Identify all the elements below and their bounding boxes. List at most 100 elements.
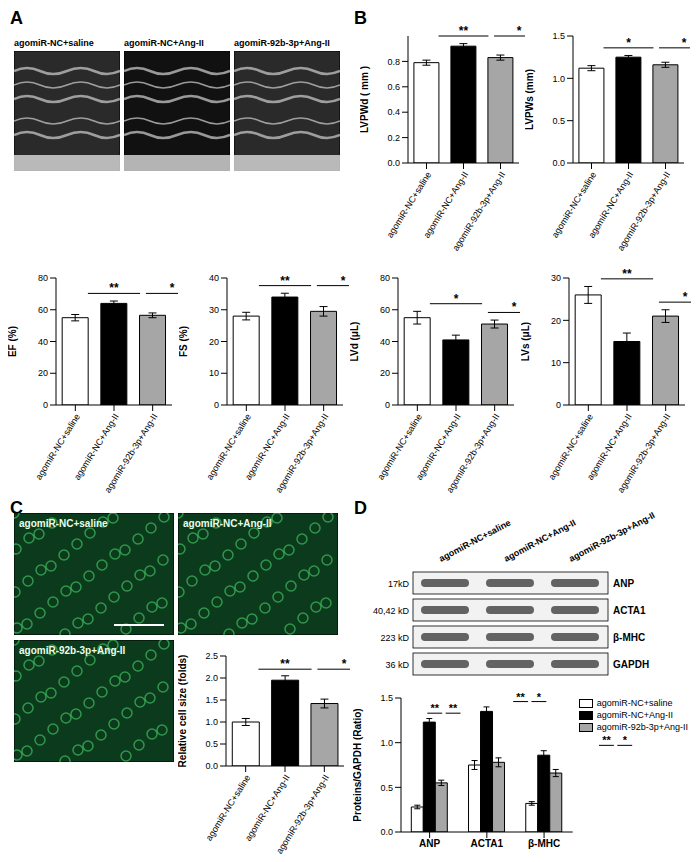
svg-text:80: 80 [38, 273, 48, 283]
svg-text:LVd (μL): LVd (μL) [350, 322, 360, 362]
svg-text:agomiR-NC+saline: agomiR-NC+saline [33, 411, 83, 482]
svg-text:2.5: 2.5 [205, 651, 218, 661]
svg-text:FS (%): FS (%) [179, 326, 189, 357]
svg-text:agomiR-92b-3p+Ang-II: agomiR-92b-3p+Ang-II [450, 170, 507, 251]
svg-text:agomiR-NC+Ang-II: agomiR-NC+Ang-II [71, 411, 121, 482]
svg-text:*: * [170, 281, 175, 295]
svg-text:20: 20 [209, 337, 219, 347]
svg-text:0.5: 0.5 [380, 783, 393, 793]
svg-text:Relative cell size (folds): Relative cell size (folds) [178, 655, 188, 768]
svg-text:β-MHC: β-MHC [613, 632, 645, 643]
svg-text:0.8: 0.8 [387, 57, 400, 67]
svg-text:2.0: 2.0 [205, 673, 218, 683]
svg-text:agomiR-NC+Ang-II: agomiR-NC+Ang-II [421, 169, 471, 240]
svg-text:agomiR-NC+saline: agomiR-NC+saline [375, 411, 425, 482]
svg-text:60: 60 [380, 305, 390, 315]
svg-text:20: 20 [551, 316, 561, 326]
svg-text:*: * [683, 290, 688, 304]
svg-text:0: 0 [43, 400, 48, 410]
svg-text:0.0: 0.0 [387, 158, 400, 168]
svg-text:0.5: 0.5 [205, 739, 218, 749]
svg-text:*: * [623, 734, 628, 746]
svg-text:ANP: ANP [419, 838, 440, 849]
svg-text:agomiR-92b-3p+Ang-II: agomiR-92b-3p+Ang-II [19, 645, 126, 656]
svg-text:agomiR-92b-3p+Ang-II: agomiR-92b-3p+Ang-II [103, 412, 160, 493]
svg-text:ANP: ANP [613, 578, 634, 589]
svg-text:36 kD: 36 kD [385, 660, 409, 670]
svg-text:1.5: 1.5 [205, 695, 218, 705]
svg-text:1.5: 1.5 [380, 693, 393, 703]
svg-text:agomiR-NC+Ang-II: agomiR-NC+Ang-II [242, 411, 292, 482]
svg-text:β-MHC: β-MHC [528, 838, 560, 849]
svg-text:0: 0 [214, 400, 219, 410]
svg-text:*: * [537, 691, 542, 703]
svg-text:agomiR-NC+saline: agomiR-NC+saline [549, 169, 599, 240]
svg-text:*: * [342, 657, 347, 671]
svg-text:agomiR-92b-3p+Ang-II: agomiR-92b-3p+Ang-II [274, 412, 331, 493]
svg-text:0.2: 0.2 [387, 133, 400, 143]
svg-text:20: 20 [38, 368, 48, 378]
svg-text:**: ** [109, 281, 119, 295]
svg-text:10: 10 [551, 358, 561, 368]
svg-text:0.4: 0.4 [387, 107, 400, 117]
svg-text:*: * [626, 36, 631, 50]
svg-text:LVPWd ( mm ): LVPWd ( mm ) [360, 66, 370, 133]
svg-text:40: 40 [209, 273, 219, 283]
svg-text:80: 80 [380, 273, 390, 283]
svg-text:EF (%): EF (%) [8, 326, 18, 357]
svg-text:0.0: 0.0 [380, 827, 393, 837]
svg-text:agomiR-NC+Ang-II: agomiR-NC+Ang-II [586, 169, 636, 240]
svg-text:30: 30 [551, 273, 561, 283]
svg-text:0: 0 [556, 400, 561, 410]
svg-text:agomiR-92b-3p+Ang-II: agomiR-92b-3p+Ang-II [616, 412, 673, 493]
svg-text:0.6: 0.6 [387, 82, 400, 92]
svg-text:**: ** [516, 691, 525, 703]
svg-text:1.0: 1.0 [552, 74, 565, 84]
svg-text:agomiR-NC+saline: agomiR-NC+saline [19, 518, 108, 529]
svg-text:**: ** [622, 267, 632, 281]
svg-text:LVs (μL): LVs (μL) [521, 322, 531, 361]
svg-text:ACTA1: ACTA1 [613, 605, 646, 616]
svg-text:agomiR-92b-3p+Ang-II: agomiR-92b-3p+Ang-II [615, 170, 672, 251]
svg-text:*: * [517, 24, 522, 38]
svg-text:agomiR-92b-3p+Ang-II: agomiR-92b-3p+Ang-II [445, 412, 502, 493]
svg-text:agomiR-NC+Ang-II: agomiR-NC+Ang-II [502, 517, 577, 563]
svg-text:GAPDH: GAPDH [613, 659, 649, 670]
svg-text:0.0: 0.0 [552, 158, 565, 168]
svg-text:*: * [454, 292, 459, 306]
svg-text:0.5: 0.5 [552, 116, 565, 126]
svg-text:ACTA1: ACTA1 [471, 838, 504, 849]
svg-text:20: 20 [380, 368, 390, 378]
svg-text:1.5: 1.5 [552, 31, 565, 41]
svg-text:**: ** [280, 274, 290, 288]
svg-text:40,42 kD: 40,42 kD [373, 606, 410, 616]
svg-text:agomiR-NC+saline: agomiR-NC+saline [437, 517, 512, 563]
svg-text:agomiR-NC+saline: agomiR-NC+saline [384, 169, 434, 240]
svg-text:**: ** [449, 702, 458, 714]
svg-text:agomiR-NC+saline: agomiR-NC+saline [204, 411, 254, 482]
svg-text:Proteins/GAPDH (Ratio): Proteins/GAPDH (Ratio) [353, 708, 363, 821]
svg-text:30: 30 [209, 305, 219, 315]
svg-text:agomiR-92b-3p+Ang-II: agomiR-92b-3p+Ang-II [274, 773, 331, 854]
svg-text:agomiR-NC+Ang-II: agomiR-NC+Ang-II [183, 518, 272, 529]
svg-text:**: ** [602, 734, 611, 746]
svg-text:60: 60 [38, 305, 48, 315]
svg-text:1.0: 1.0 [380, 738, 393, 748]
svg-text:*: * [682, 36, 687, 50]
svg-text:0: 0 [385, 400, 390, 410]
svg-text:**: ** [430, 702, 439, 714]
svg-text:*: * [512, 300, 517, 314]
svg-text:223 kD: 223 kD [380, 633, 409, 643]
svg-text:**: ** [280, 657, 290, 671]
svg-text:40: 40 [380, 337, 390, 347]
svg-text:*: * [341, 274, 346, 288]
svg-text:10: 10 [209, 368, 219, 378]
svg-text:0.0: 0.0 [205, 761, 218, 771]
svg-text:agomiR-NC+saline: agomiR-NC+saline [204, 773, 253, 843]
svg-text:agomiR-92b-3p+Ang-II: agomiR-92b-3p+Ang-II [567, 510, 656, 564]
svg-text:**: ** [459, 24, 469, 38]
svg-text:40: 40 [38, 337, 48, 347]
svg-text:1.0: 1.0 [205, 717, 218, 727]
svg-text:17kD: 17kD [388, 579, 410, 589]
svg-text:LVPWs (mm): LVPWs (mm) [525, 69, 535, 130]
